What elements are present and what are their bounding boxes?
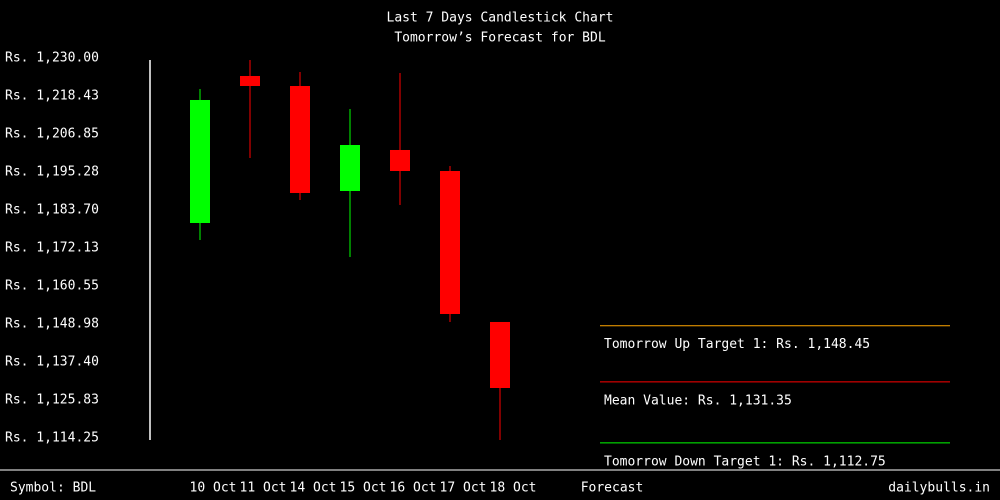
y-tick-label: Rs. 1,230.00 (5, 51, 99, 66)
forecast-heading: Forecast (581, 481, 644, 496)
y-tick-label: Rs. 1,206.85 (5, 127, 99, 142)
chart-title: Last 7 Days Candlestick Chart (387, 11, 614, 26)
x-tick-label: 15 Oct (340, 481, 387, 496)
y-tick-label: Rs. 1,195.28 (5, 164, 99, 179)
chart-subtitle: Tomorrow’s Forecast for BDL (394, 31, 605, 46)
source: dailybulls.in (888, 481, 990, 496)
y-tick-label: Rs. 1,148.98 (5, 316, 99, 331)
forecast-label: Tomorrow Up Target 1: Rs. 1,148.45 (604, 337, 870, 352)
candle-body (290, 86, 310, 193)
y-tick-label: Rs. 1,160.55 (5, 279, 99, 294)
y-tick-label: Rs. 1,172.13 (5, 240, 99, 255)
candle-body (440, 170, 460, 315)
y-tick-label: Rs. 1,137.40 (5, 355, 99, 370)
symbol: Symbol: BDL (10, 481, 96, 496)
y-tick-label: Rs. 1,114.25 (5, 431, 99, 446)
candle-body (240, 75, 260, 87)
y-tick-label: Rs. 1,218.43 (5, 88, 99, 103)
x-tick-label: 18 Oct (490, 481, 537, 496)
y-tick-label: Rs. 1,183.70 (5, 203, 99, 218)
x-tick-label: 17 Oct (440, 481, 487, 496)
x-tick-label: 16 Oct (390, 481, 437, 496)
candle-body (340, 144, 360, 191)
x-tick-label: 10 Oct (190, 481, 237, 496)
candle-body (390, 149, 410, 171)
x-tick-label: 11 Oct (240, 481, 287, 496)
y-tick-label: Rs. 1,125.83 (5, 392, 99, 407)
candle-body (190, 99, 210, 224)
forecast-label: Tomorrow Down Target 1: Rs. 1,112.75 (604, 454, 886, 469)
forecast-label: Mean Value: Rs. 1,131.35 (604, 393, 792, 408)
x-tick-label: 14 Oct (290, 481, 337, 496)
candle-body (490, 321, 510, 389)
